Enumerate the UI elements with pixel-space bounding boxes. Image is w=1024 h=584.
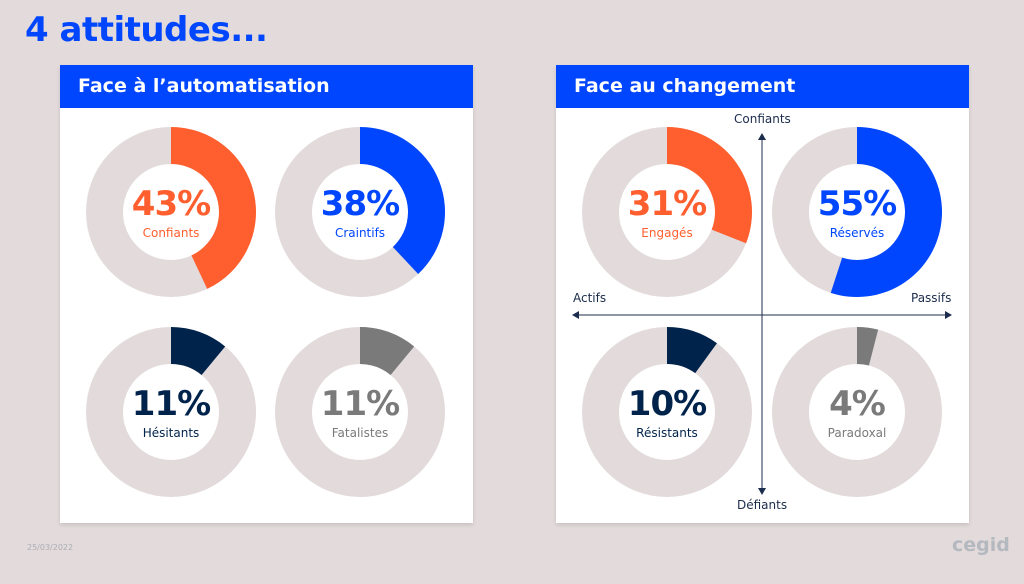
donut-segment <box>171 327 226 376</box>
donut-chart: 10% Résistants <box>581 326 753 498</box>
donut-label: Résistants <box>636 426 698 440</box>
axis-label-left: Actifs <box>573 291 607 305</box>
panel-heading: Face au changement <box>556 65 969 108</box>
page-title: 4 attitudes... <box>25 10 268 50</box>
panel-heading: Face à l’automatisation <box>60 65 473 108</box>
donut-chart: 38% Craintifs <box>274 126 446 298</box>
axis-label-bottom: Défiants <box>737 498 788 512</box>
donut-label: Craintifs <box>334 226 386 240</box>
donut-chart: 4% Paradoxal <box>771 326 943 498</box>
donut-label: Confiants <box>142 226 200 240</box>
donut-label: Réservés <box>829 226 885 240</box>
arrow-right-icon <box>945 311 952 319</box>
donut-segment <box>667 127 752 244</box>
donut-value: 11% <box>131 384 211 424</box>
donut-label: Fatalistes <box>331 426 389 440</box>
donut-value: 38% <box>320 184 400 224</box>
donut-chart: 11% Fatalistes <box>274 326 446 498</box>
arrow-left-icon <box>572 311 579 319</box>
donut-segment <box>857 327 879 366</box>
donut-segment <box>667 327 717 374</box>
donut-value: 10% <box>627 384 707 424</box>
donut-segment <box>830 127 942 297</box>
arrow-down-icon <box>758 488 766 495</box>
donut-chart: 31% Engagés <box>581 126 753 298</box>
donut-label: Paradoxal <box>827 426 887 440</box>
donut-value: 4% <box>829 384 886 424</box>
donut-segment <box>171 127 256 289</box>
axis-label-right: Passifs <box>911 291 952 305</box>
donut-chart: 43% Confiants <box>85 126 257 298</box>
donut-segment <box>360 327 415 376</box>
donut-label: Engagés <box>641 226 693 240</box>
donut-segment <box>360 127 445 274</box>
donut-value: 43% <box>131 184 211 224</box>
donut-value: 55% <box>817 184 897 224</box>
quadrant-axes <box>572 133 952 495</box>
donut-value: 31% <box>627 184 707 224</box>
donut-value: 11% <box>320 384 400 424</box>
cegid-logo: cegid <box>952 534 1010 556</box>
arrow-up-icon <box>758 133 766 140</box>
donut-label: Hésitants <box>142 426 200 440</box>
axis-label-top: Confiants <box>734 112 791 126</box>
donut-chart: 55% Réservés <box>771 126 943 298</box>
footer-date: 25/03/2022 <box>27 543 74 552</box>
donut-chart: 11% Hésitants <box>85 326 257 498</box>
